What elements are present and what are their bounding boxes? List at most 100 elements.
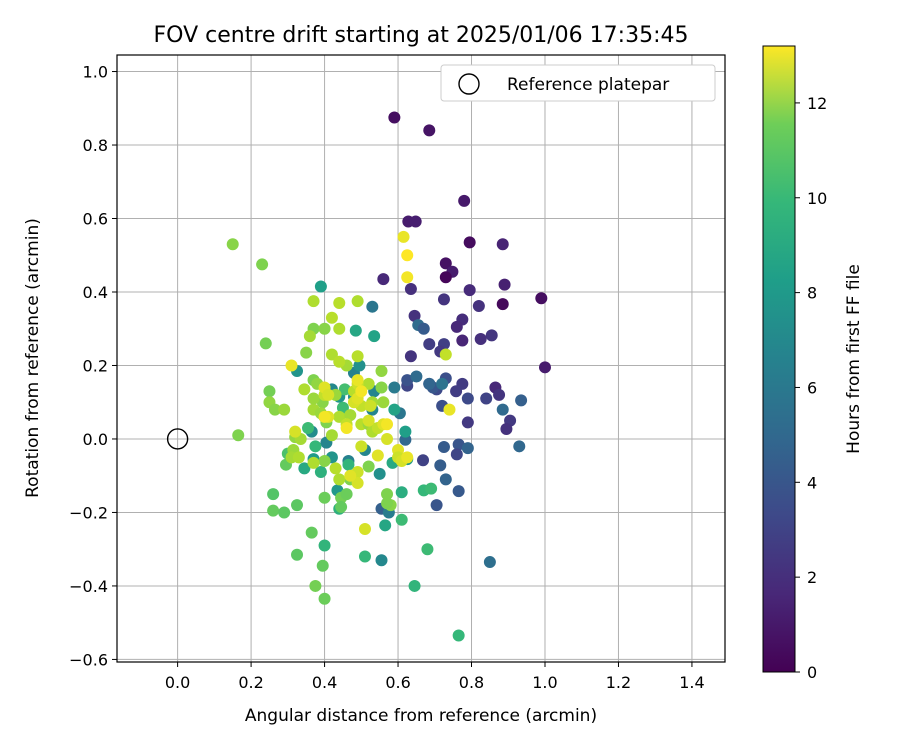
data-point <box>401 271 414 284</box>
data-point <box>333 355 346 368</box>
legend-box <box>440 64 716 102</box>
data-point <box>377 273 390 286</box>
data-point <box>515 394 528 407</box>
data-point <box>423 338 436 351</box>
colorbar-tick-label: 0 <box>807 663 817 682</box>
data-point <box>307 456 320 469</box>
data-point <box>461 392 474 405</box>
data-point <box>305 526 318 539</box>
plot-frame <box>116 54 726 663</box>
y-tick-label: 0.2 <box>83 356 108 375</box>
data-point <box>263 385 276 398</box>
data-point <box>404 350 417 363</box>
data-point <box>381 432 394 445</box>
data-point <box>278 403 291 416</box>
data-point <box>439 271 452 284</box>
data-point <box>538 361 551 374</box>
data-point <box>381 488 394 501</box>
data-point <box>302 421 315 434</box>
y-axis-label: Rotation from reference (arcmin) <box>23 218 43 498</box>
data-point <box>342 458 355 471</box>
legend: Reference platepar <box>440 64 716 102</box>
data-point <box>474 333 487 346</box>
data-point <box>309 579 322 592</box>
data-point <box>450 385 463 398</box>
data-point <box>333 410 346 423</box>
data-point <box>349 324 362 337</box>
data-point <box>340 421 353 434</box>
data-point <box>375 554 388 567</box>
data-point <box>436 377 449 390</box>
data-point <box>355 440 368 453</box>
data-point <box>307 295 320 308</box>
data-point <box>268 403 281 416</box>
data-point <box>493 388 506 401</box>
data-point <box>267 504 280 517</box>
data-point <box>417 454 430 467</box>
colorbar-tick-label: 8 <box>807 284 817 303</box>
data-point <box>362 377 375 390</box>
data-point <box>443 403 456 416</box>
data-point <box>430 499 443 512</box>
data-point <box>318 455 331 468</box>
data-point <box>463 236 476 249</box>
x-axis-ticks: 0.0 0.2 0.4 0.6 0.8 1.0 1.2 1.4 <box>165 662 705 692</box>
data-point <box>358 550 371 563</box>
data-point <box>401 374 414 387</box>
data-point <box>439 348 452 361</box>
data-point <box>325 348 338 361</box>
x-tick-label: 0.8 <box>459 673 484 692</box>
data-point <box>480 392 493 405</box>
y-tick-label: 0.4 <box>83 283 108 302</box>
data-point <box>450 320 463 333</box>
reference-marker <box>166 428 189 450</box>
data-point <box>325 429 338 442</box>
x-tick-label: 0.6 <box>385 673 410 692</box>
data-point <box>307 392 320 405</box>
legend-label-reference: Reference platepar <box>507 75 669 95</box>
x-tick-label: 1.2 <box>606 673 631 692</box>
data-point <box>292 451 305 464</box>
x-tick-label: 0.2 <box>238 673 263 692</box>
data-point <box>333 473 346 486</box>
y-tick-label: 0.6 <box>83 210 108 229</box>
data-point <box>371 449 384 462</box>
data-point <box>425 482 438 495</box>
data-point <box>362 414 375 427</box>
data-point <box>318 491 331 504</box>
data-point <box>483 556 496 569</box>
data-point <box>450 448 463 461</box>
data-point <box>333 322 346 335</box>
y-tick-label: −0.4 <box>69 577 108 596</box>
data-point <box>423 377 436 390</box>
data-point <box>535 292 548 305</box>
y-tick-label: 1.0 <box>83 63 108 82</box>
data-point <box>461 416 474 429</box>
data-point <box>344 469 357 482</box>
data-point <box>409 215 422 228</box>
data-point <box>439 257 452 270</box>
colorbar-tick-label: 6 <box>807 378 817 397</box>
data-point <box>410 370 423 383</box>
data-point <box>496 403 509 416</box>
data-point <box>351 295 364 308</box>
data-point <box>303 330 316 343</box>
data-point <box>366 300 379 313</box>
data-point <box>397 230 410 243</box>
data-point <box>318 410 331 423</box>
data-point <box>338 383 351 396</box>
x-tick-label: 0.0 <box>165 673 190 692</box>
colorbar-tick-label: 2 <box>807 568 817 587</box>
data-point <box>358 522 371 535</box>
data-point <box>355 385 368 398</box>
x-tick-label: 0.4 <box>312 673 337 692</box>
data-point <box>417 322 430 335</box>
data-point <box>336 401 349 414</box>
data-point <box>388 381 401 394</box>
data-point <box>395 486 408 499</box>
data-point <box>381 497 394 510</box>
colorbar-tick-label: 10 <box>807 189 827 208</box>
data-point <box>226 238 239 251</box>
data-point <box>232 429 245 442</box>
